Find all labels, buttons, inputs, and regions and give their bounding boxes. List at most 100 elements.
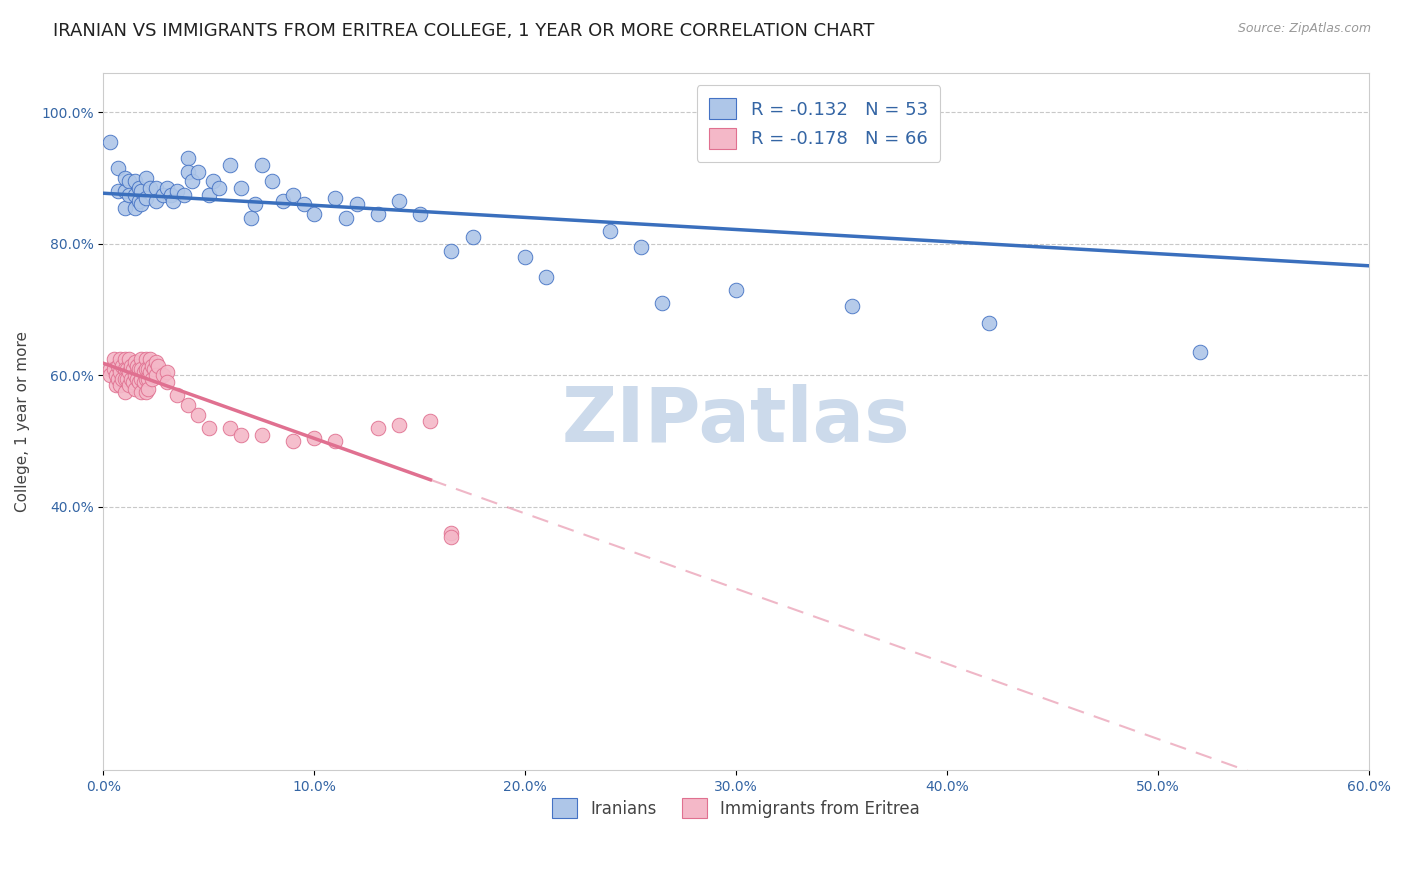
Point bbox=[202, 174, 225, 188]
Point bbox=[128, 375, 150, 389]
Point bbox=[152, 187, 174, 202]
Point bbox=[131, 351, 153, 366]
Point bbox=[283, 187, 305, 202]
Point bbox=[419, 415, 441, 429]
Point bbox=[124, 368, 146, 383]
Point bbox=[110, 351, 132, 366]
Point bbox=[229, 181, 252, 195]
Point bbox=[219, 421, 242, 435]
Point bbox=[145, 368, 167, 383]
Point bbox=[127, 359, 149, 373]
Point bbox=[651, 296, 673, 310]
Point bbox=[536, 269, 558, 284]
Point bbox=[120, 372, 142, 386]
Point bbox=[114, 384, 136, 399]
Point bbox=[148, 359, 170, 373]
Point bbox=[131, 362, 153, 376]
Point bbox=[304, 207, 326, 221]
Point bbox=[440, 530, 463, 544]
Point bbox=[98, 135, 121, 149]
Point bbox=[128, 181, 150, 195]
Point bbox=[122, 362, 145, 376]
Point bbox=[131, 185, 153, 199]
Point bbox=[160, 187, 183, 202]
Point bbox=[630, 240, 652, 254]
Point bbox=[166, 388, 188, 402]
Point bbox=[187, 408, 209, 422]
Point bbox=[118, 187, 141, 202]
Point bbox=[409, 207, 432, 221]
Point bbox=[177, 398, 200, 412]
Point bbox=[120, 359, 142, 373]
Point bbox=[156, 365, 179, 379]
Point bbox=[105, 368, 128, 383]
Point bbox=[105, 378, 128, 392]
Point bbox=[127, 372, 149, 386]
Point bbox=[124, 355, 146, 369]
Text: IRANIAN VS IMMIGRANTS FROM ERITREA COLLEGE, 1 YEAR OR MORE CORRELATION CHART: IRANIAN VS IMMIGRANTS FROM ERITREA COLLE… bbox=[53, 22, 875, 40]
Point bbox=[124, 382, 146, 396]
Legend: Iranians, Immigrants from Eritrea: Iranians, Immigrants from Eritrea bbox=[546, 792, 927, 824]
Point bbox=[599, 224, 621, 238]
Point bbox=[98, 368, 121, 383]
Point bbox=[132, 365, 155, 379]
Point bbox=[110, 378, 132, 392]
Point bbox=[139, 365, 162, 379]
Point bbox=[156, 181, 179, 195]
Point bbox=[141, 372, 163, 386]
Point bbox=[115, 362, 138, 376]
Point bbox=[135, 351, 157, 366]
Point bbox=[107, 161, 129, 176]
Point bbox=[440, 526, 463, 541]
Point bbox=[367, 421, 389, 435]
Point bbox=[388, 417, 411, 432]
Point bbox=[115, 372, 138, 386]
Point bbox=[187, 164, 209, 178]
Point bbox=[367, 207, 389, 221]
Point bbox=[198, 187, 221, 202]
Point bbox=[177, 164, 200, 178]
Point bbox=[124, 201, 146, 215]
Point bbox=[110, 365, 132, 379]
Point bbox=[388, 194, 411, 209]
Point bbox=[107, 359, 129, 373]
Point bbox=[141, 359, 163, 373]
Point bbox=[124, 174, 146, 188]
Point bbox=[240, 211, 263, 225]
Point bbox=[143, 362, 166, 376]
Point bbox=[229, 427, 252, 442]
Point bbox=[136, 372, 159, 386]
Text: ZIPatlas: ZIPatlas bbox=[562, 384, 911, 458]
Point bbox=[166, 185, 188, 199]
Point bbox=[177, 152, 200, 166]
Point bbox=[219, 158, 242, 172]
Point bbox=[152, 368, 174, 383]
Point bbox=[128, 194, 150, 209]
Point bbox=[136, 362, 159, 376]
Point bbox=[118, 378, 141, 392]
Point bbox=[132, 375, 155, 389]
Point bbox=[335, 211, 357, 225]
Point bbox=[118, 351, 141, 366]
Point bbox=[162, 194, 184, 209]
Point bbox=[292, 197, 315, 211]
Point bbox=[1189, 345, 1212, 359]
Point bbox=[979, 316, 1001, 330]
Point bbox=[111, 372, 134, 386]
Point bbox=[156, 375, 179, 389]
Point bbox=[145, 194, 167, 209]
Point bbox=[440, 244, 463, 258]
Point bbox=[135, 362, 157, 376]
Point bbox=[114, 362, 136, 376]
Point bbox=[118, 365, 141, 379]
Point bbox=[346, 197, 368, 211]
Point bbox=[139, 351, 162, 366]
Point bbox=[250, 427, 273, 442]
Point bbox=[139, 181, 162, 195]
Point bbox=[135, 372, 157, 386]
Text: Source: ZipAtlas.com: Source: ZipAtlas.com bbox=[1237, 22, 1371, 36]
Point bbox=[325, 434, 347, 449]
Point bbox=[250, 158, 273, 172]
Point bbox=[131, 372, 153, 386]
Point bbox=[124, 187, 146, 202]
